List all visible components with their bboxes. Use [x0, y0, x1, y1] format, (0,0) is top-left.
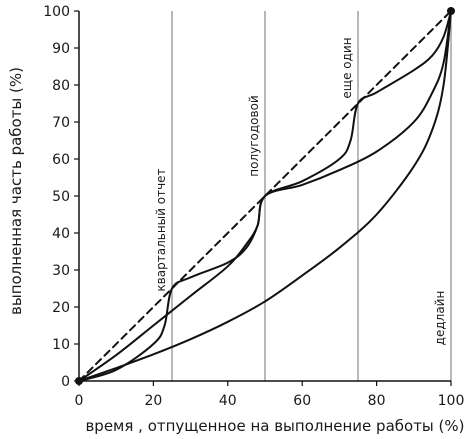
x-axis-title: время , отпущенное на выполнение работы …	[85, 417, 464, 435]
endpoint-marker	[447, 7, 455, 15]
milestone-label: квартальный отчет	[154, 168, 168, 291]
y-tick-label: 10	[52, 337, 70, 353]
x-tick-label: 100	[438, 393, 465, 409]
milestone-label: дедлайн	[433, 291, 447, 346]
series-line-dashed	[78, 10, 452, 382]
x-tick-label: 40	[219, 393, 237, 409]
x-tick-label: 80	[368, 393, 386, 409]
y-tick-label: 40	[52, 226, 70, 242]
y-tick-label: 100	[43, 4, 70, 20]
x-tick-label: 0	[75, 393, 84, 409]
series-line	[78, 10, 452, 382]
endpoint-markers	[75, 7, 455, 385]
x-tick-label: 20	[144, 393, 162, 409]
series-lines	[78, 10, 452, 382]
y-tick-label: 30	[52, 263, 70, 279]
y-tick-label: 90	[52, 41, 70, 57]
y-tick-label: 50	[52, 189, 70, 205]
x-tick-label: 60	[293, 393, 311, 409]
endpoint-marker	[75, 377, 83, 385]
series-line	[78, 10, 452, 382]
y-tick-label: 20	[52, 300, 70, 316]
y-tick-label: 0	[61, 374, 70, 390]
y-tick-label: 60	[52, 152, 70, 168]
milestone-label: еще один	[340, 37, 354, 98]
y-axis-title: выполненная часть работы (%)	[7, 67, 25, 315]
labels: квартальный отчет полугодовой еще один дедл…	[7, 4, 465, 435]
y-tick-label: 80	[52, 78, 70, 94]
milestone-lines	[171, 11, 452, 381]
milestone-label: полугодовой	[247, 95, 261, 176]
y-tick-label: 70	[52, 115, 70, 131]
